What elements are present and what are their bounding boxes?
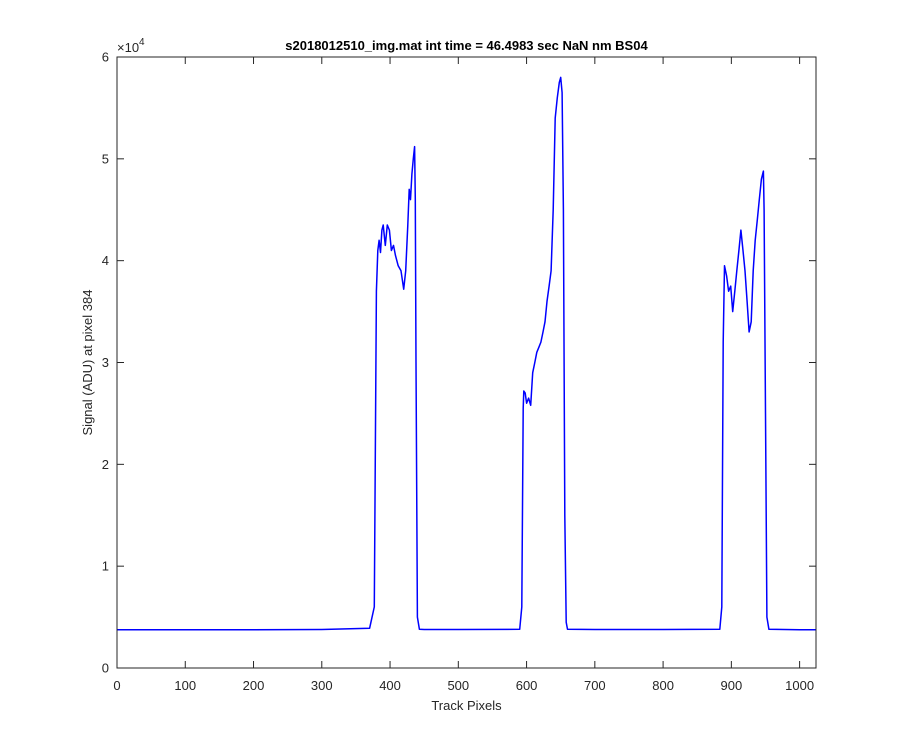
x-tick-label: 400 bbox=[379, 678, 401, 693]
plot-area bbox=[117, 57, 816, 668]
x-tick-label: 600 bbox=[516, 678, 538, 693]
y-axis-label: Signal (ADU) at pixel 384 bbox=[80, 290, 95, 436]
x-tick-label: 800 bbox=[652, 678, 674, 693]
y-tick-label: 5 bbox=[102, 151, 109, 166]
y-tick-label: 0 bbox=[102, 661, 109, 676]
x-tick-label: 900 bbox=[721, 678, 743, 693]
ticks-layer: 0 100 200 300 400 500 600 700 800 900 1000 0 1 2 3 4 5 6 bbox=[102, 50, 816, 693]
x-tick-label: 100 bbox=[174, 678, 196, 693]
y-tick-label: 1 bbox=[102, 559, 109, 574]
x-tick-label: 500 bbox=[447, 678, 469, 693]
y-tick-label: 2 bbox=[102, 457, 109, 472]
y-axis-exponent: ×10 4 bbox=[117, 37, 145, 55]
y-exponent-power: 4 bbox=[139, 37, 145, 48]
plot-frame bbox=[116, 56, 817, 669]
y-tick-label: 4 bbox=[102, 253, 109, 268]
y-tick-label: 6 bbox=[102, 50, 109, 65]
x-tick-label: 200 bbox=[243, 678, 265, 693]
x-tick-label: 700 bbox=[584, 678, 606, 693]
series-layer bbox=[117, 76, 816, 631]
x-tick-label: 0 bbox=[113, 678, 120, 693]
x-tick-label: 300 bbox=[311, 678, 333, 693]
x-axis-label: Track Pixels bbox=[431, 698, 502, 713]
y-tick-label: 3 bbox=[102, 355, 109, 370]
signal-series-line bbox=[117, 76, 816, 631]
chart-title: s2018012510_img.mat int time = 46.4983 s… bbox=[285, 38, 648, 53]
y-exponent-base: ×10 bbox=[117, 40, 139, 55]
x-tick-label: 1000 bbox=[785, 678, 814, 693]
